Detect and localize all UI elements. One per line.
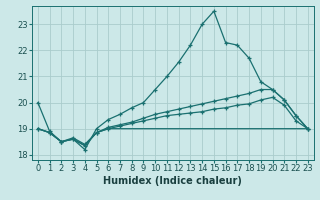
X-axis label: Humidex (Indice chaleur): Humidex (Indice chaleur) bbox=[103, 176, 242, 186]
